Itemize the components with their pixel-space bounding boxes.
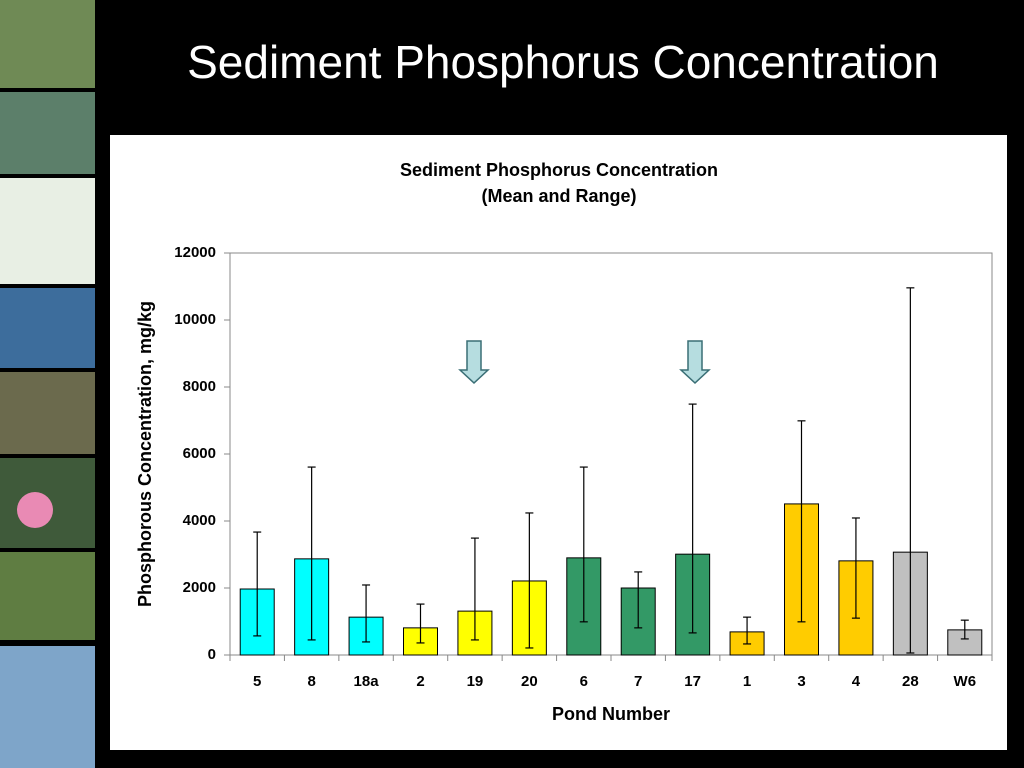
arrow xyxy=(458,340,490,385)
photo xyxy=(0,0,95,88)
photo xyxy=(0,92,95,174)
photo xyxy=(0,372,95,454)
photo xyxy=(17,492,53,528)
y-tick-label: 4000 xyxy=(183,512,216,529)
photo-strip xyxy=(0,0,95,768)
y-tick-label: 0 xyxy=(208,646,216,663)
slide-title: Sediment Phosphorus Concentration xyxy=(187,36,939,88)
y-tick-label: 2000 xyxy=(183,579,216,596)
y-tick-label: 10000 xyxy=(174,311,216,328)
photo xyxy=(0,552,95,640)
x-tick-label: 8 xyxy=(307,673,315,690)
photo xyxy=(0,178,95,284)
chart-panel xyxy=(110,135,1007,750)
y-tick-label: 6000 xyxy=(183,445,216,462)
chart-title: Sediment Phosphorus Concentration xyxy=(400,160,718,180)
x-tick-label: 18a xyxy=(354,673,380,690)
photo xyxy=(0,646,95,768)
arrow xyxy=(679,340,711,385)
y-tick-label: 8000 xyxy=(183,378,216,395)
x-tick-label: 28 xyxy=(902,673,919,690)
y-axis-label: Phosphorous Concentration, mg/kg xyxy=(135,301,155,607)
chart-subtitle: (Mean and Range) xyxy=(481,186,636,206)
x-axis-label: Pond Number xyxy=(552,704,670,724)
x-tick-label: 17 xyxy=(684,673,701,690)
x-tick-label: W6 xyxy=(954,673,977,690)
x-tick-label: 20 xyxy=(521,673,538,690)
x-tick-label: 6 xyxy=(580,673,588,690)
x-tick-label: 3 xyxy=(797,673,805,690)
x-tick-label: 5 xyxy=(253,673,261,690)
x-tick-label: 4 xyxy=(852,673,861,690)
y-tick-label: 12000 xyxy=(174,244,216,261)
x-tick-label: 1 xyxy=(743,673,751,690)
x-tick-label: 19 xyxy=(467,673,484,690)
x-tick-label: 7 xyxy=(634,673,642,690)
x-tick-label: 2 xyxy=(416,673,424,690)
photo xyxy=(0,288,95,368)
